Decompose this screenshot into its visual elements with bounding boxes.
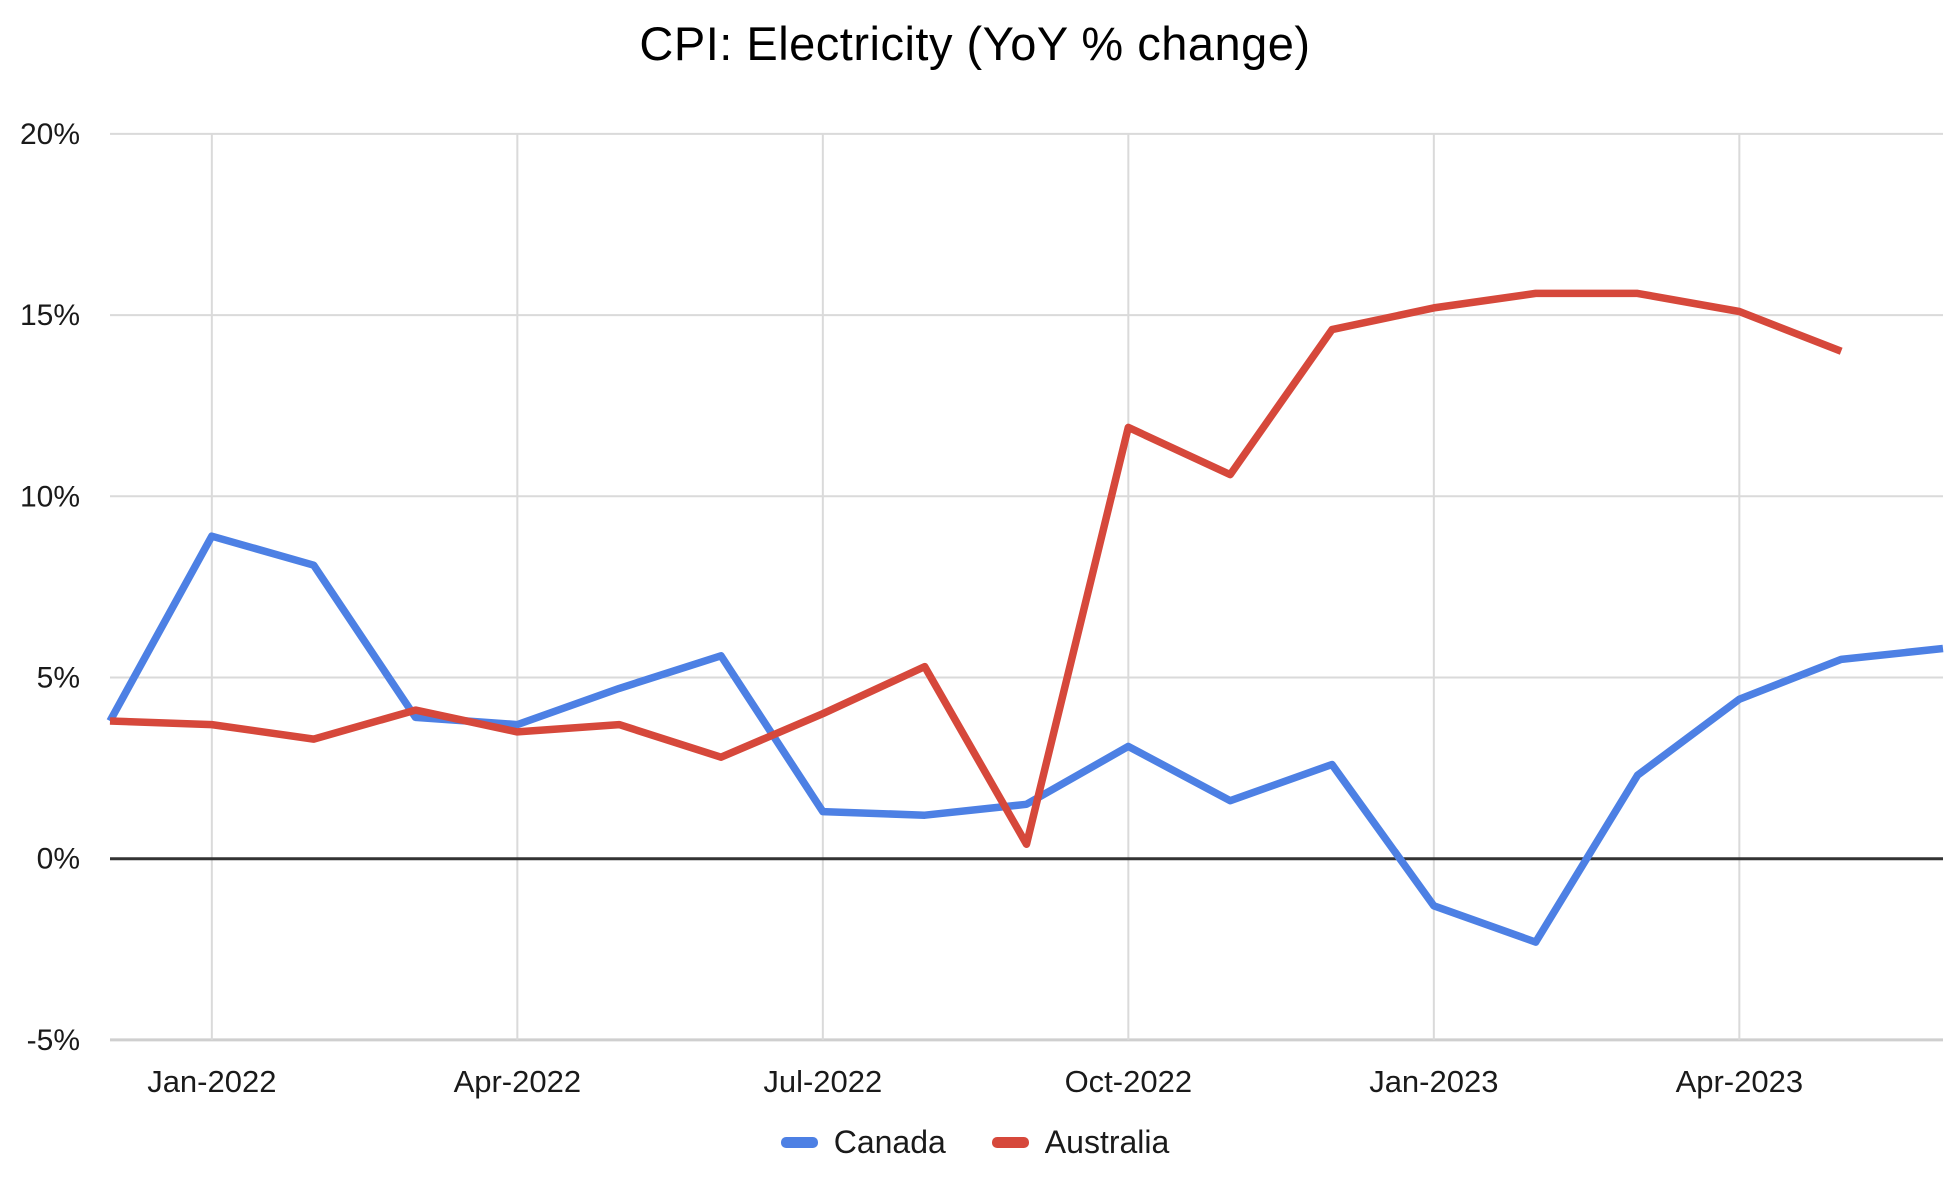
legend-label-australia: Australia: [1044, 1124, 1170, 1160]
y-tick-label: 0%: [37, 843, 80, 876]
legend-swatch-australia: [991, 1137, 1029, 1148]
y-tick-label: -5%: [27, 1024, 80, 1057]
x-tick-label: Apr-2023: [1676, 1064, 1804, 1099]
y-tick-label: 20%: [20, 118, 80, 151]
y-tick-label: 15%: [20, 299, 80, 332]
x-tick-label: Oct-2022: [1065, 1064, 1193, 1099]
x-tick-label: Jan-2023: [1369, 1064, 1498, 1099]
legend-item-canada: Canada: [780, 1124, 946, 1161]
x-tick-label: Apr-2022: [454, 1064, 582, 1099]
legend: Canada Australia: [0, 1124, 1950, 1161]
series-line-australia: [109, 289, 1843, 848]
chart-title: CPI: Electricity (YoY % change): [639, 17, 1311, 70]
legend-swatch-canada: [780, 1137, 818, 1148]
legend-label-canada: Canada: [833, 1124, 946, 1160]
x-tick-label: Jan-2022: [147, 1064, 276, 1099]
y-tick-label: 10%: [20, 480, 80, 513]
x-tick-label: Jul-2022: [763, 1064, 882, 1099]
y-tick-label: 5%: [37, 662, 80, 695]
legend-item-australia: Australia: [991, 1124, 1170, 1161]
series-line-canada: [106, 532, 1944, 946]
